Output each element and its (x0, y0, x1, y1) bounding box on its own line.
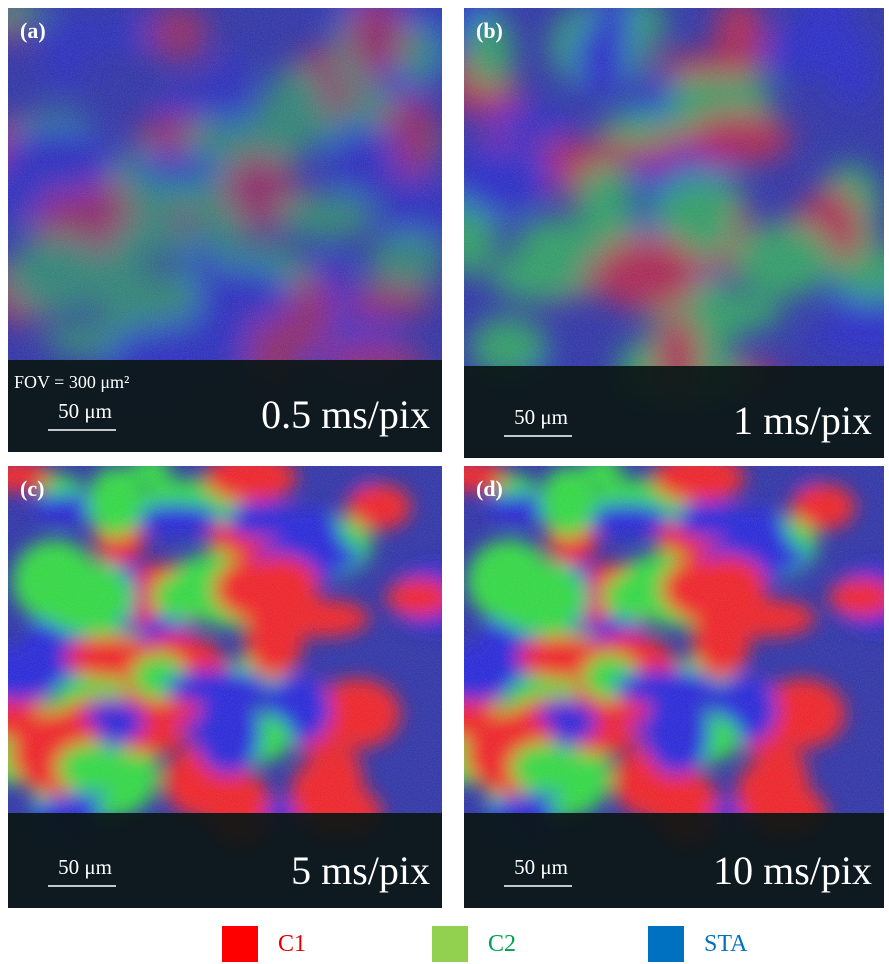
scale-bar-label: 50 μm (58, 855, 112, 879)
fov-label: FOV = 300 μm² (14, 372, 129, 392)
panel-label: (c) (20, 476, 44, 501)
legend-item: STA (648, 926, 747, 962)
panel-label: (b) (476, 18, 503, 43)
speed-label: 5 ms/pix (291, 848, 430, 893)
image-panel: (c) 5 ms/pix 50 μm (8, 466, 442, 908)
panel-label: (d) (476, 476, 503, 501)
panel-image: (d) 10 ms/pix 50 μm (464, 466, 884, 908)
panel-image: (b) 1 ms/pix 50 μm (464, 8, 884, 458)
speed-label: 10 ms/pix (713, 848, 872, 893)
legend-item: C1 (222, 926, 306, 962)
figure: (a) 0.5 ms/pix 50 μm FOV = 300 μm² (b) 1 ms/p… (0, 0, 889, 964)
panel-label: (a) (20, 18, 46, 43)
legend-label: C2 (488, 931, 516, 958)
speed-label: 0.5 ms/pix (261, 392, 430, 437)
panel-image: (c) 5 ms/pix 50 μm (8, 466, 442, 908)
legend-swatch (432, 926, 468, 962)
legend-swatch (222, 926, 258, 962)
image-panel: (a) 0.5 ms/pix 50 μm FOV = 300 μm² (8, 8, 442, 452)
scale-bar-label: 50 μm (514, 855, 568, 879)
legend-label: C1 (278, 931, 306, 958)
scale-bar-label: 50 μm (58, 399, 112, 423)
legend-swatch (648, 926, 684, 962)
legend-label: STA (704, 931, 747, 958)
speed-label: 1 ms/pix (733, 398, 872, 443)
image-panel: (d) 10 ms/pix 50 μm (464, 466, 884, 908)
scale-bar-label: 50 μm (514, 405, 568, 429)
panel-image: (a) 0.5 ms/pix 50 μm FOV = 300 μm² (8, 8, 442, 452)
image-panel: (b) 1 ms/pix 50 μm (464, 8, 884, 458)
legend-item: C2 (432, 926, 516, 962)
